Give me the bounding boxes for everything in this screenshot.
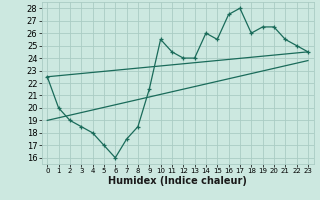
- X-axis label: Humidex (Indice chaleur): Humidex (Indice chaleur): [108, 176, 247, 186]
